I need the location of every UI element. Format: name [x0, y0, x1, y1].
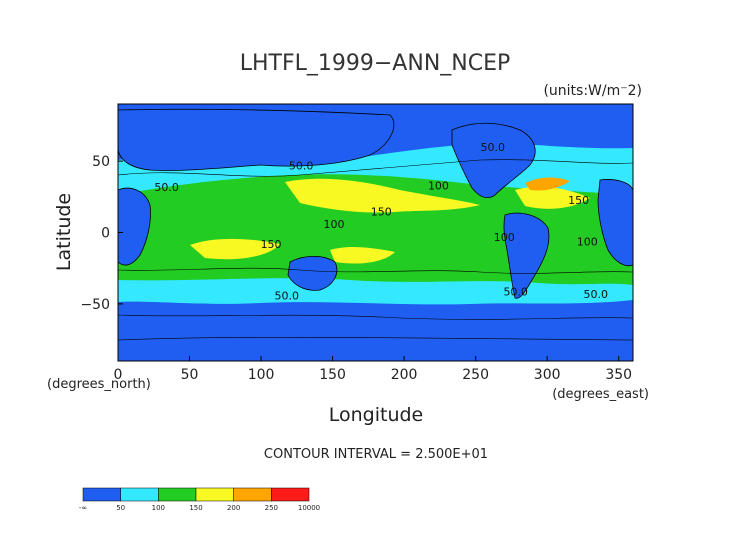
x-tick-label: 50 [181, 367, 199, 383]
contour-interval: CONTOUR INTERVAL = 2.500E+01 [264, 447, 488, 462]
contour-labels: 50.0 50.0 100 150 100 150 100 100 150 50.0 50.0 50.… [154, 141, 608, 302]
colorbar-swatch [120, 487, 159, 502]
band-yellow-pacific-south [330, 246, 395, 264]
colorbar-tick-label: 150 [189, 504, 202, 512]
y-tick-label: 0 [101, 226, 110, 242]
x-tick-label: 200 [391, 367, 418, 383]
x-tick-label: 300 [534, 367, 561, 383]
colorbar-tick-label: -∞ [79, 504, 87, 512]
contour-label: 150 [371, 205, 392, 218]
x-tick-label: 100 [248, 367, 275, 383]
colorbar-tick-label: 100 [152, 504, 165, 512]
land-africa-east [597, 179, 633, 267]
land-south-america [503, 212, 550, 299]
x-tick-label: 0 [114, 367, 123, 383]
y-axis-label: Latitude [53, 193, 75, 271]
colorbar-swatch [158, 487, 197, 502]
x-unit-note: (degrees_east) [552, 387, 649, 402]
contour-label: 100 [428, 180, 449, 193]
contour-line [118, 267, 633, 274]
band-yellow-atlantic [515, 186, 590, 209]
band-cyan-south [118, 278, 633, 305]
colorbar-tick-label: 10000 [298, 504, 320, 512]
contour-label: 50.0 [584, 288, 609, 301]
y-unit-note: (degrees_north) [47, 377, 151, 392]
units-label: (units:W/m⁻2) [543, 83, 642, 99]
colorbar-swatch [271, 487, 310, 502]
y-tick-label: −50 [80, 297, 110, 313]
contour-label: 100 [324, 218, 345, 231]
band-yellow-north [285, 178, 480, 213]
colorbar-tick-label: 250 [265, 504, 278, 512]
colorbar-swatch [233, 487, 272, 502]
x-axis-ticks: 0 50 100 150 200 250 300 350 [114, 356, 632, 383]
y-axis-ticks: 50 0 −50 [80, 154, 123, 313]
contour-label: 50.0 [289, 160, 314, 173]
land-africa [118, 187, 151, 266]
x-tick-label: 150 [319, 367, 346, 383]
contour-label: 50.0 [154, 181, 179, 194]
land-australia [287, 255, 338, 291]
contour-line [118, 314, 633, 320]
band-orange-gulfstream [525, 177, 570, 191]
x-tick-label: 350 [605, 367, 632, 383]
land-eurasia [118, 108, 395, 171]
colorbar: -∞ 50 100 150 200 250 10000 [79, 487, 320, 512]
band-green-tropics [118, 174, 633, 292]
contour-label: 100 [494, 231, 515, 244]
band-yellow-indian [190, 238, 280, 260]
contour-label: 50.0 [503, 285, 528, 298]
land-antarctica [118, 336, 633, 361]
colorbar-swatch [195, 487, 234, 502]
chart-title: LHTFL_1999−ANN_NCEP [240, 51, 511, 76]
colorbar-tick-label: 50 [116, 504, 125, 512]
colorbar-swatch [82, 487, 121, 502]
colorbar-tick-label: 200 [227, 504, 240, 512]
contour-label: 50.0 [275, 290, 300, 303]
contour-label: 150 [261, 238, 282, 251]
contour-line [118, 159, 633, 177]
contour-label: 50.0 [481, 141, 506, 154]
plot-area: 50.0 50.0 100 150 100 150 100 100 150 50.0 50.0 50.… [118, 104, 633, 361]
x-tick-label: 250 [462, 367, 489, 383]
land-north-america [451, 122, 536, 199]
x-axis-label: Longitude [329, 404, 424, 426]
contour-label: 150 [568, 194, 589, 207]
contour-label: 100 [577, 235, 598, 248]
y-tick-label: 50 [92, 154, 110, 170]
